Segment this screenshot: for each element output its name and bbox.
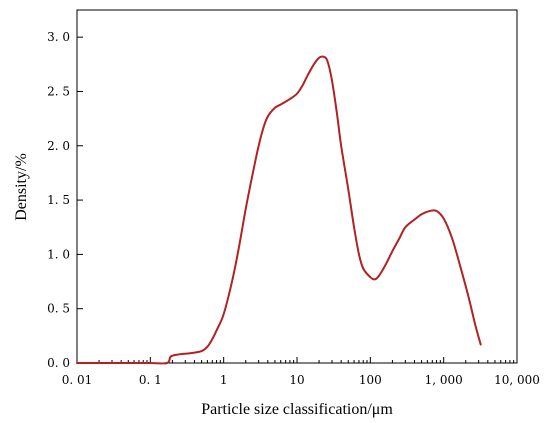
y-tick-label: 0. 5: [47, 302, 70, 316]
y-tick-label: 1. 5: [47, 193, 70, 207]
x-tick-label: 1: [220, 373, 228, 387]
y-tick-label: 0. 0: [47, 356, 70, 370]
y-tick-label: 3. 0: [47, 30, 70, 44]
x-tick-label: 0. 01: [62, 373, 93, 387]
plot-frame: [76, 9, 518, 364]
y-tick-label: 2. 5: [47, 84, 70, 98]
y-tick-label: 2. 0: [47, 139, 70, 153]
x-axis-title: Particle size classification/μm: [201, 401, 393, 418]
density-line: [76, 55, 482, 365]
x-tick-label: 100: [359, 373, 382, 387]
x-tick-label: 10, 000: [494, 373, 540, 387]
x-axis-ticks: 0. 01 0. 1 1 10 100 1, 000 10, 000: [62, 357, 540, 387]
x-tick-label: 10: [289, 373, 304, 387]
x-tick-label: 1, 000: [425, 373, 463, 387]
y-tick-label: 1. 0: [47, 247, 70, 261]
y-axis-title: Density/%: [13, 153, 30, 221]
y-axis-ticks: 0. 0 0. 5 1. 0 1. 5 2. 0 2. 5 3. 0: [47, 30, 83, 370]
x-tick-label: 0. 1: [139, 373, 162, 387]
